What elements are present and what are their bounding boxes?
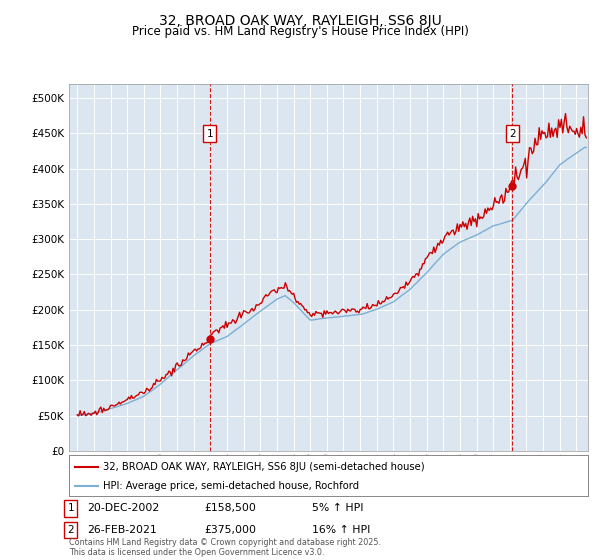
Text: 1: 1	[206, 128, 213, 138]
Text: Price paid vs. HM Land Registry's House Price Index (HPI): Price paid vs. HM Land Registry's House …	[131, 25, 469, 38]
Text: Contains HM Land Registry data © Crown copyright and database right 2025.
This d: Contains HM Land Registry data © Crown c…	[69, 538, 381, 557]
Text: 1: 1	[67, 503, 74, 514]
Text: £158,500: £158,500	[204, 503, 256, 514]
Text: 26-FEB-2021: 26-FEB-2021	[87, 525, 157, 535]
Text: 5% ↑ HPI: 5% ↑ HPI	[312, 503, 364, 514]
Text: 16% ↑ HPI: 16% ↑ HPI	[312, 525, 370, 535]
Text: HPI: Average price, semi-detached house, Rochford: HPI: Average price, semi-detached house,…	[103, 481, 359, 491]
Text: 20-DEC-2002: 20-DEC-2002	[87, 503, 159, 514]
Text: 2: 2	[509, 128, 515, 138]
Text: 32, BROAD OAK WAY, RAYLEIGH, SS6 8JU (semi-detached house): 32, BROAD OAK WAY, RAYLEIGH, SS6 8JU (se…	[103, 461, 424, 472]
Text: 32, BROAD OAK WAY, RAYLEIGH, SS6 8JU: 32, BROAD OAK WAY, RAYLEIGH, SS6 8JU	[158, 14, 442, 28]
Text: 2: 2	[67, 525, 74, 535]
Text: £375,000: £375,000	[204, 525, 256, 535]
